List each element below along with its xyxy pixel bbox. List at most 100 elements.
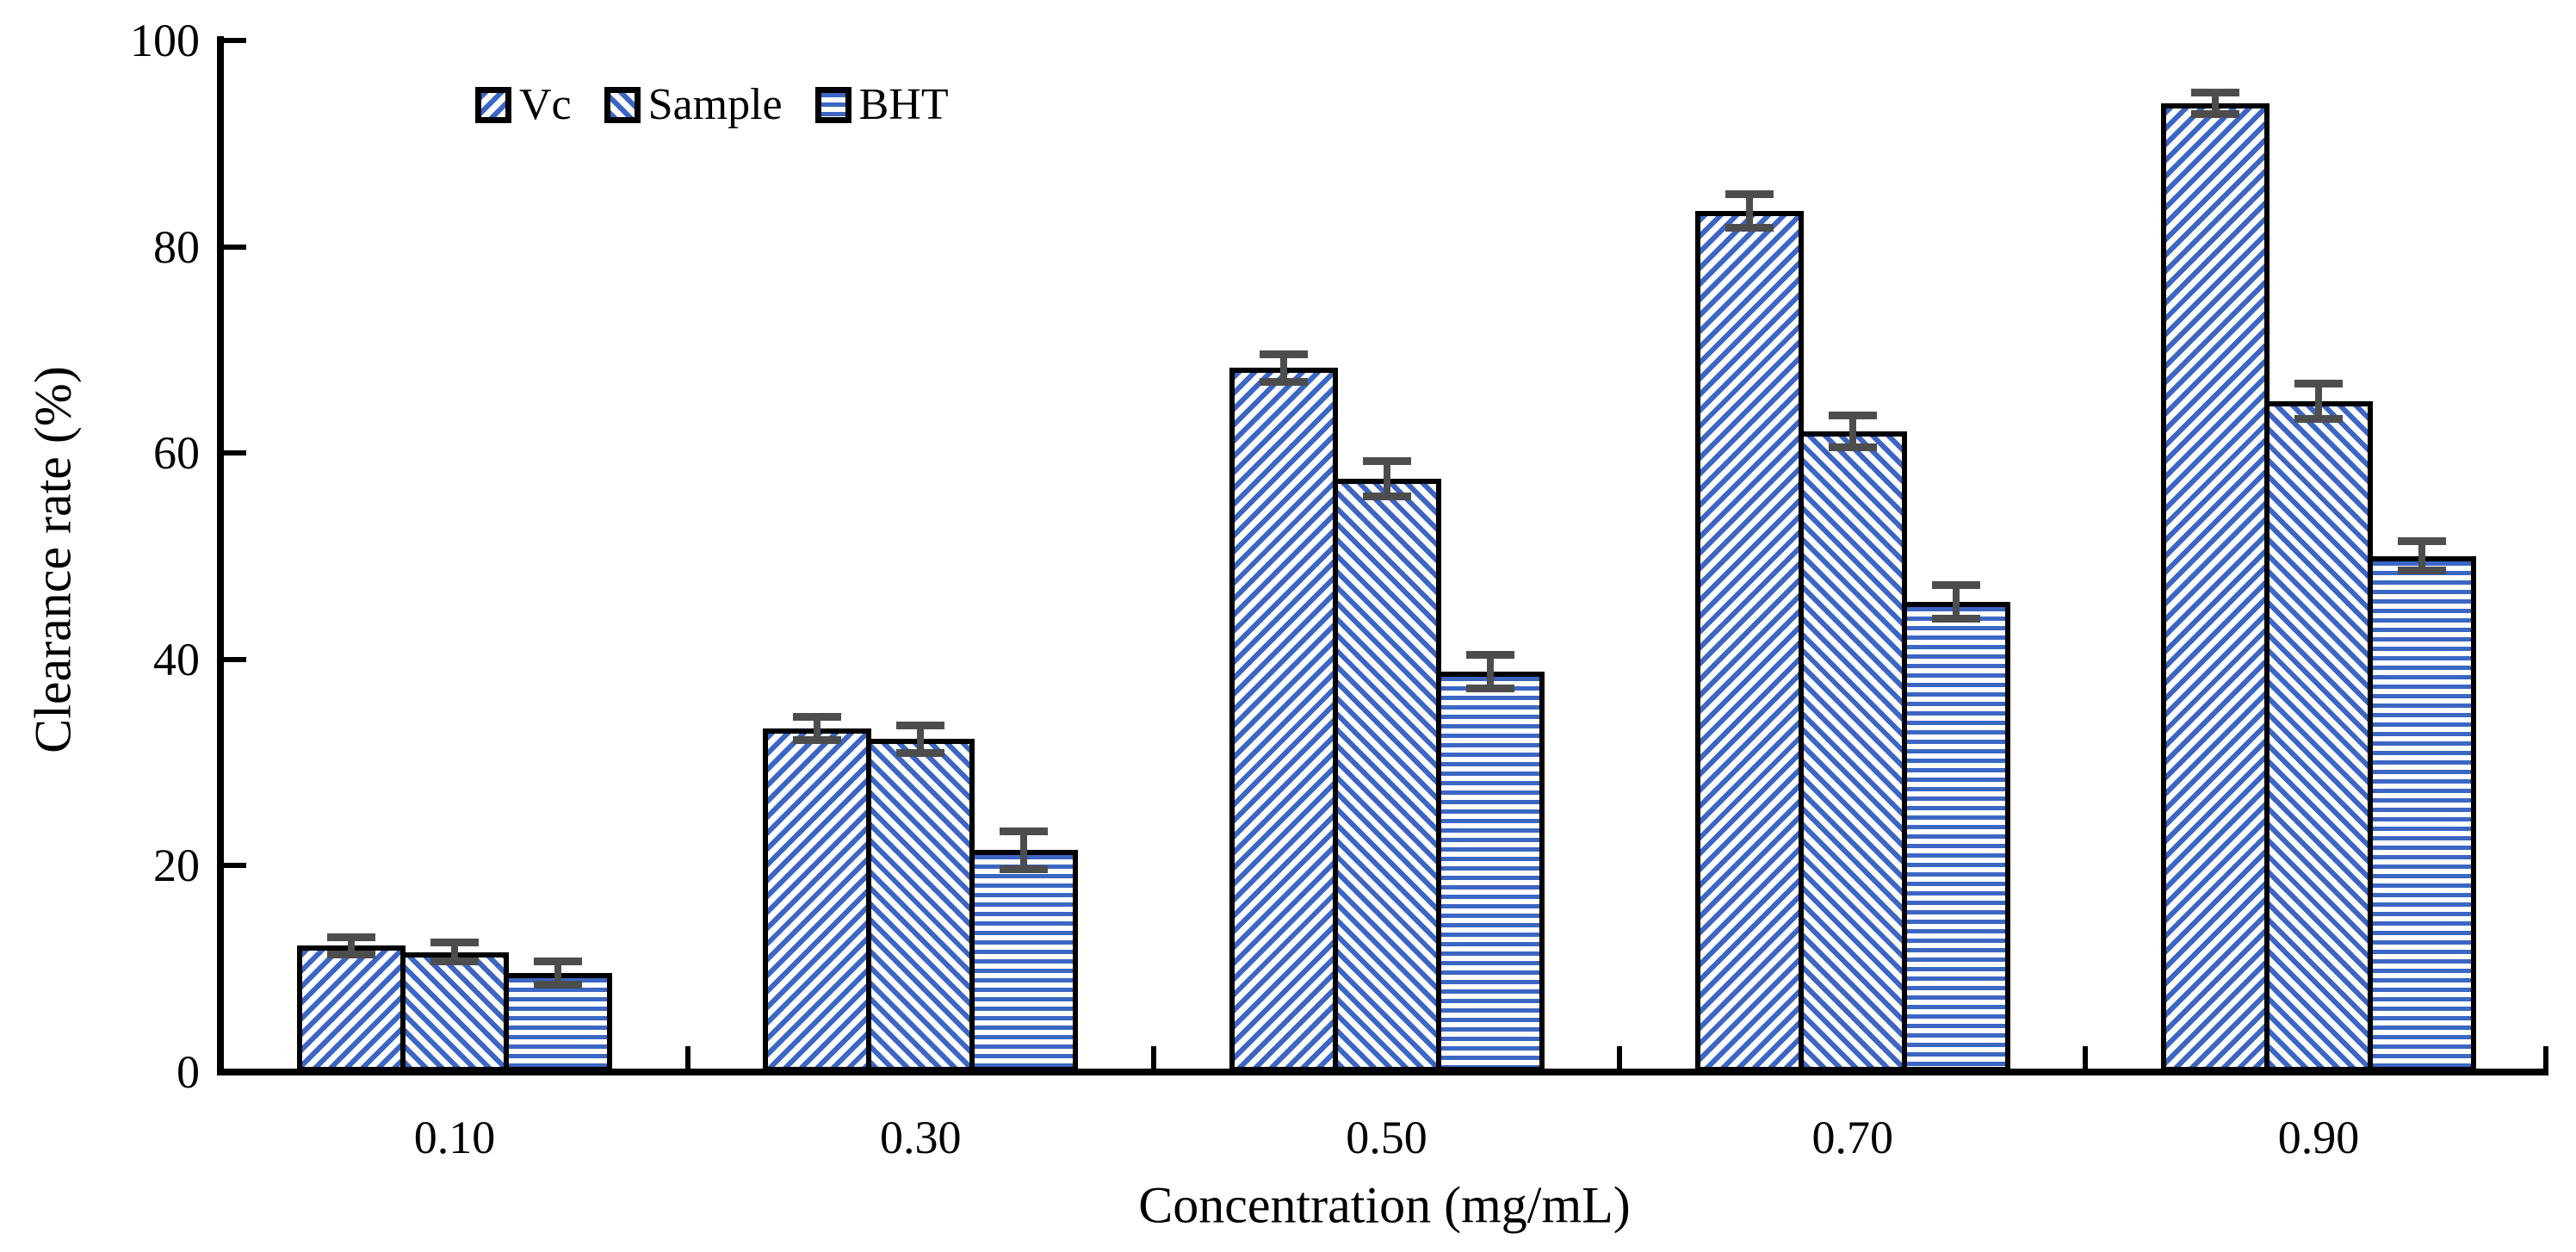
error-bar-top-cap [327,933,375,941]
error-bar-bottom-cap [327,951,375,958]
y-tick-label-40: 40 [153,633,200,685]
bar-vc-0.50 [1229,368,1338,1072]
error-bar-top-cap [1259,350,1308,358]
error-bar-top-cap [793,713,842,721]
error-bar-stem [1383,457,1390,500]
x-tick-label-0.10: 0.10 [413,1112,496,1163]
error-bar-vc-0.90 [2191,89,2239,118]
error-bar-stem [554,958,561,989]
x-tick-mark [2083,1046,2089,1069]
error-bar-top-cap [896,722,945,729]
error-bar-stem [814,713,821,744]
bar-vc-0.90 [2161,103,2269,1072]
error-bar-bottom-cap [534,981,582,989]
legend-item-bht: BHT [814,80,949,129]
error-bar-top-cap [1465,651,1514,659]
error-bar-bottom-cap [896,749,945,757]
error-bar-stem [1848,412,1856,451]
y-tick-mark [224,656,246,662]
legend-item-vc: Vc [475,83,572,127]
error-bar-stem [2212,89,2219,118]
error-bar-stem [1952,581,1960,623]
error-bar-sample-0.10 [430,939,479,965]
error-bar-vc-0.10 [327,933,375,958]
bar-bht-0.90 [2368,556,2476,1072]
y-tick-label-80: 80 [153,220,200,273]
error-bar-top-cap [1362,457,1411,465]
error-bar-top-cap [2398,537,2446,545]
bar-vc-0.10 [297,945,406,1072]
error-bar-stem [2315,380,2322,423]
legend: Vc Sample BHT [475,83,949,127]
error-bar-bottom-cap [1465,685,1514,692]
error-bar-bottom-cap [2294,415,2343,423]
bar-bht-0.30 [969,850,1079,1072]
bar-bht-0.70 [1901,602,2010,1072]
bar-bht-0.10 [504,973,612,1072]
bar-vc-0.30 [763,728,872,1072]
error-bar-sample-0.70 [1828,412,1877,451]
error-bar-top-cap [2191,89,2239,96]
error-bar-bottom-cap [1000,865,1049,873]
error-bar-bottom-cap [430,958,479,965]
x-tick-mark [684,1046,690,1069]
error-bar-stem [348,933,355,958]
error-bar-bht-0.50 [1465,651,1514,692]
y-tick-mark [224,1069,246,1075]
x-axis-line [217,1069,2548,1075]
error-bar-bht-0.70 [1931,581,1980,623]
error-bar-bht-0.30 [1000,827,1049,873]
bar-sample-0.30 [866,739,975,1072]
error-bar-bottom-cap [793,736,842,744]
error-bar-sample-0.30 [896,722,945,757]
bar-sample-0.50 [1332,479,1441,1072]
error-bar-stem [1745,190,1753,232]
error-bar-vc-0.70 [1725,190,1774,232]
x-tick-mark [1617,1046,1623,1069]
y-tick-mark [224,450,246,456]
x-tick-label-0.50: 0.50 [1346,1112,1427,1163]
error-bar-stem [2418,537,2425,574]
error-bar-stem [917,722,925,757]
x-tick-mark [1150,1046,1156,1069]
y-tick-mark [224,863,246,869]
error-bar-stem [1279,350,1287,386]
error-bar-top-cap [1725,190,1774,198]
error-bar-bht-0.90 [2398,537,2446,574]
bar-bht-0.50 [1435,672,1545,1072]
y-tick-label-100: 100 [130,15,200,66]
bar-vc-0.70 [1694,211,1804,1072]
error-bar-sample-0.90 [2294,380,2343,423]
error-bar-vc-0.50 [1259,350,1308,386]
bar-sample-0.70 [1798,431,1907,1072]
error-bar-top-cap [2294,380,2343,387]
error-bar-bottom-cap [1362,493,1411,500]
legend-label-vc: Vc [519,80,572,129]
error-bar-bottom-cap [1725,224,1774,232]
legend-item-sample: Sample [604,83,783,127]
error-bar-sample-0.50 [1362,457,1411,500]
error-bar-vc-0.30 [793,713,842,744]
x-tick-label-0.90: 0.90 [2277,1112,2360,1163]
x-tick-label-0.30: 0.30 [880,1112,962,1163]
error-bar-bottom-cap [1931,615,1980,623]
y-tick-label-20: 20 [153,840,200,892]
legend-swatch-sample-icon [604,87,641,123]
bar-sample-0.10 [400,952,509,1072]
legend-label-bht: BHT [858,80,949,129]
legend-label-sample: Sample [647,80,783,129]
y-tick-mark [224,244,246,250]
error-bar-bottom-cap [1259,378,1308,386]
error-bar-top-cap [1931,581,1980,589]
x-tick-label-0.70: 0.70 [1811,1112,1894,1163]
y-tick-label-0: 0 [176,1046,200,1098]
error-bar-top-cap [1000,827,1049,835]
y-axis-line [217,36,224,1075]
legend-swatch-bht-icon [814,87,851,123]
error-bar-bottom-cap [2398,567,2446,574]
error-bar-top-cap [534,958,582,965]
y-tick-mark [224,38,246,43]
error-bar-bottom-cap [2191,110,2239,118]
